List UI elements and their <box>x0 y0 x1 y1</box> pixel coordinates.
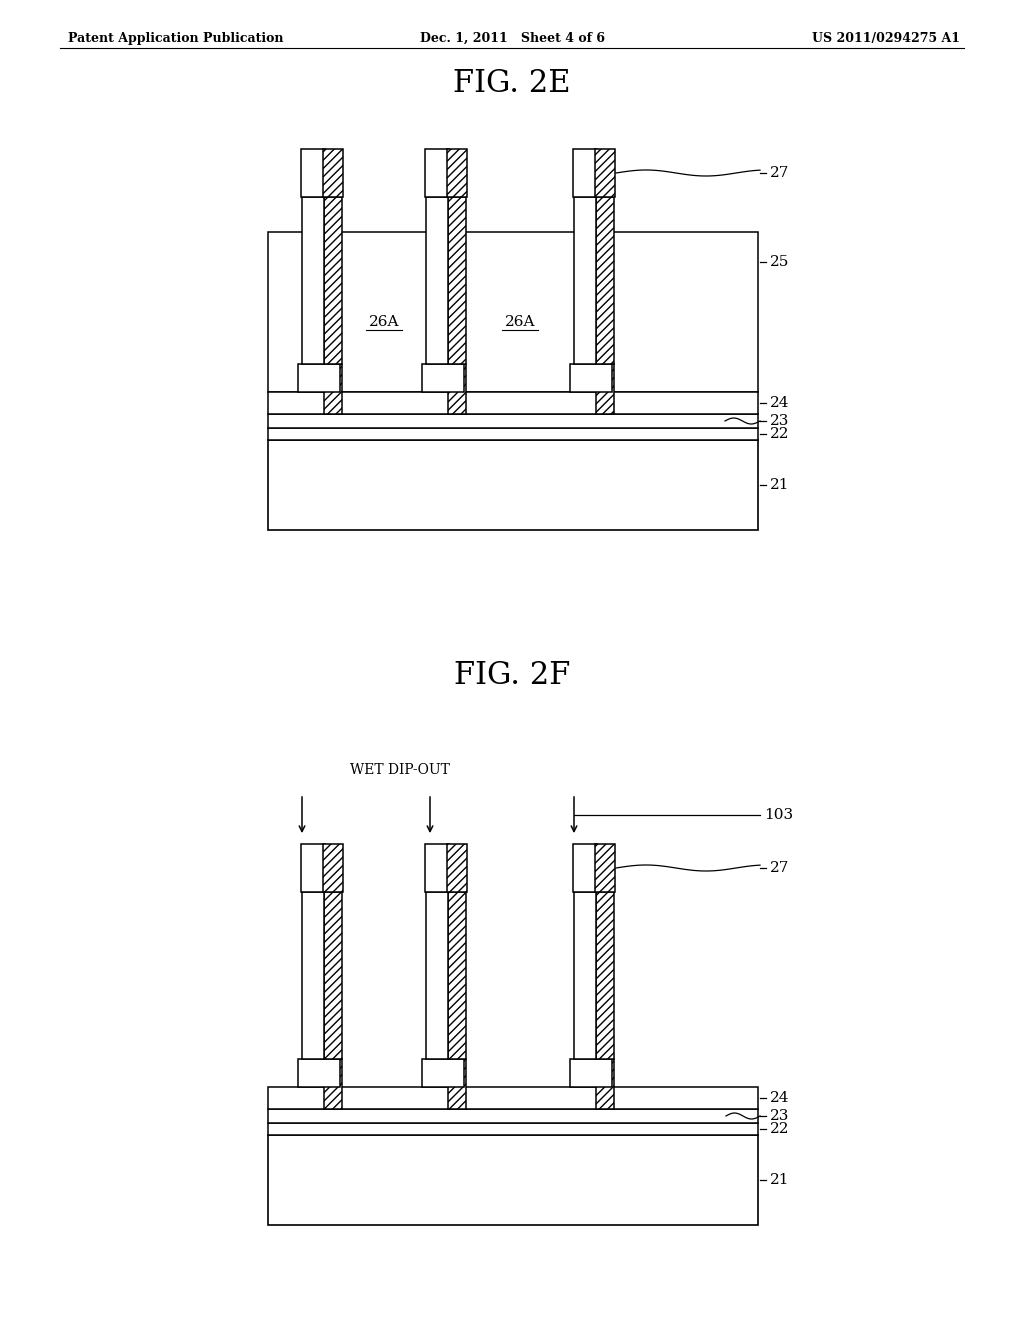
Text: Patent Application Publication: Patent Application Publication <box>68 32 284 45</box>
Bar <box>268 440 758 531</box>
Bar <box>268 428 758 440</box>
Bar <box>449 364 466 414</box>
Bar <box>449 1059 466 1109</box>
Text: 26A: 26A <box>369 315 399 329</box>
Bar <box>573 149 597 197</box>
Bar <box>268 1086 758 1109</box>
Text: 24: 24 <box>770 1092 790 1105</box>
Text: Dec. 1, 2011   Sheet 4 of 6: Dec. 1, 2011 Sheet 4 of 6 <box>420 32 604 45</box>
Bar <box>570 1059 612 1086</box>
Text: US 2011/0294275 A1: US 2011/0294275 A1 <box>812 32 961 45</box>
Text: 21: 21 <box>770 1173 790 1187</box>
Bar <box>574 197 596 364</box>
Bar <box>324 197 342 364</box>
Text: FIG. 2F: FIG. 2F <box>454 660 570 690</box>
Bar <box>298 1059 340 1086</box>
Bar <box>573 843 597 892</box>
Bar <box>422 364 464 392</box>
Bar <box>298 364 340 392</box>
Bar <box>449 197 466 364</box>
Bar <box>301 843 325 892</box>
Bar <box>324 1059 342 1109</box>
Text: 27: 27 <box>770 166 790 180</box>
Bar <box>324 364 342 414</box>
Text: 23: 23 <box>770 1109 790 1123</box>
Bar <box>596 197 614 364</box>
Text: 24: 24 <box>770 396 790 411</box>
Bar <box>268 232 758 392</box>
Bar <box>426 892 449 1059</box>
Bar <box>324 892 342 1059</box>
Bar <box>268 1109 758 1123</box>
Bar <box>425 149 449 197</box>
Text: 22: 22 <box>770 1122 790 1137</box>
Text: 103: 103 <box>764 808 794 822</box>
Text: 27: 27 <box>770 861 790 875</box>
Bar <box>268 392 758 414</box>
Text: 23: 23 <box>770 414 790 428</box>
Bar <box>596 364 614 414</box>
Bar <box>268 414 758 428</box>
Bar <box>595 149 615 197</box>
Bar <box>422 1059 464 1086</box>
Bar <box>268 1123 758 1135</box>
Bar <box>570 364 612 392</box>
Bar <box>302 892 324 1059</box>
Bar <box>323 843 343 892</box>
Text: 21: 21 <box>770 478 790 492</box>
Bar <box>301 149 325 197</box>
Bar <box>574 892 596 1059</box>
Bar <box>447 149 467 197</box>
Bar <box>302 197 324 364</box>
Bar <box>268 1135 758 1225</box>
Bar <box>323 149 343 197</box>
Bar <box>595 843 615 892</box>
Text: 25: 25 <box>770 255 790 269</box>
Bar <box>426 197 449 364</box>
Text: FIG. 2E: FIG. 2E <box>454 69 570 99</box>
Text: WET DIP-OUT: WET DIP-OUT <box>350 763 450 777</box>
Bar <box>447 843 467 892</box>
Bar <box>596 1059 614 1109</box>
Text: 26A: 26A <box>505 315 536 329</box>
Text: 22: 22 <box>770 426 790 441</box>
Bar <box>596 892 614 1059</box>
Bar <box>425 843 449 892</box>
Bar <box>449 892 466 1059</box>
